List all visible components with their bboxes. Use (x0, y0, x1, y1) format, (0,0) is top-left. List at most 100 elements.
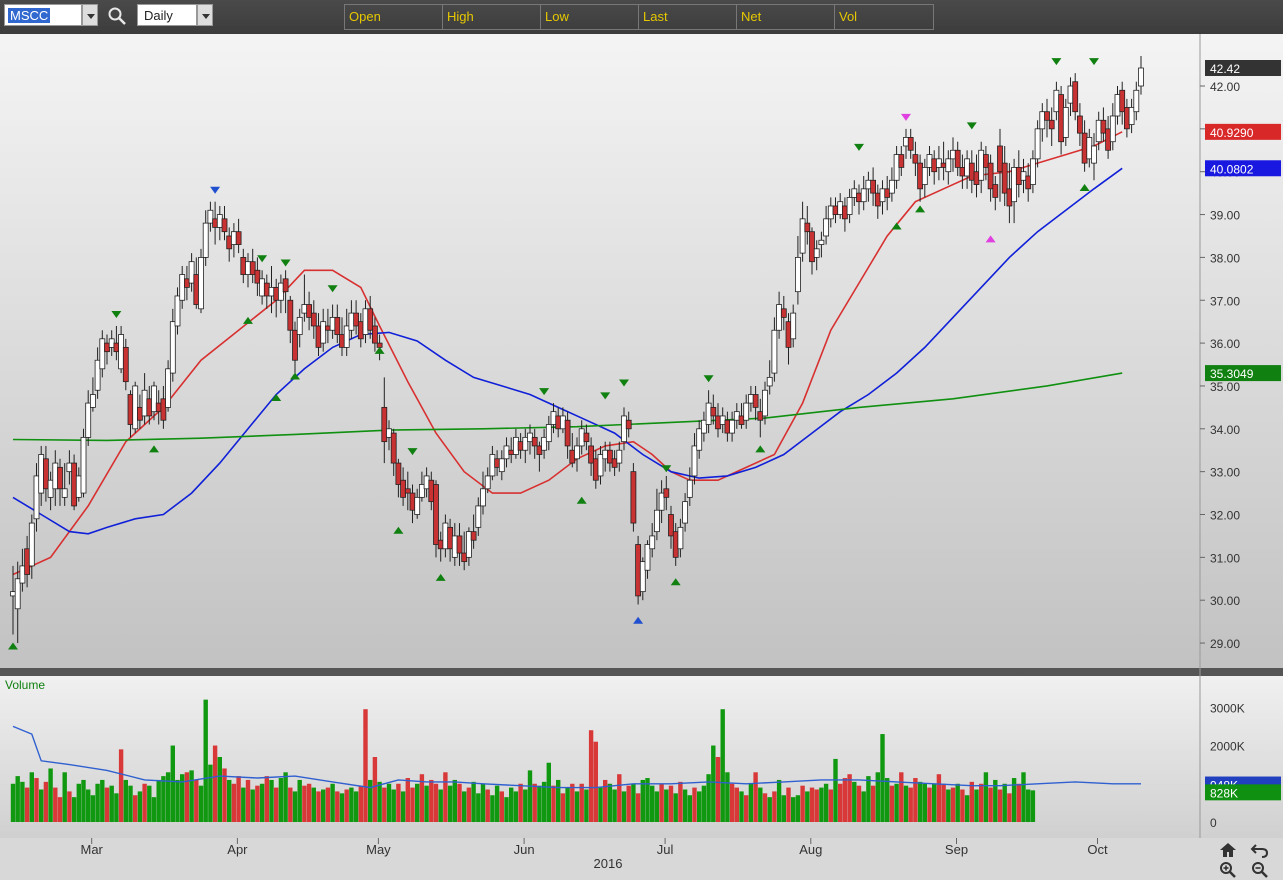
zoom-in-icon[interactable] (1218, 860, 1238, 880)
volume-title: Volume (5, 678, 45, 692)
candle-up (1128, 98, 1135, 134)
volume-bar (805, 791, 810, 822)
volume-bar (964, 795, 970, 822)
signal-marker-up (755, 445, 766, 453)
volume-bar (993, 779, 998, 822)
volume-bar (880, 734, 885, 822)
candle-down (870, 167, 876, 206)
volume-bar (532, 783, 537, 822)
candle-up (1030, 150, 1036, 194)
candle-body (865, 179, 872, 190)
volume-bar (1007, 793, 1012, 822)
volume-bar (607, 783, 613, 822)
candle-body (1030, 158, 1036, 185)
volume-bar (838, 783, 843, 822)
undo-icon[interactable] (1250, 840, 1270, 860)
volume-bar (189, 770, 194, 822)
ma-value-label-green-bg (1205, 365, 1281, 382)
candle-up (654, 488, 660, 541)
month-tick-label: Jul (657, 842, 674, 857)
period-dropdown-button[interactable] (197, 4, 213, 26)
period-select[interactable]: Daily (137, 4, 197, 26)
candle-up (771, 317, 778, 382)
candle-body (66, 462, 73, 473)
volume-bar (758, 787, 763, 822)
candle-up (846, 188, 853, 224)
volume-bar (15, 776, 20, 822)
candle-down (353, 300, 360, 335)
volume-tick-label: 2000K (1210, 740, 1245, 754)
candle-up (795, 235, 801, 305)
search-icon[interactable] (107, 6, 127, 26)
volume-bar (48, 768, 53, 822)
candle-body (296, 316, 303, 335)
candle-body (644, 544, 651, 571)
volume-bar (443, 772, 448, 822)
candle-body (621, 415, 627, 443)
candle-down (564, 411, 571, 459)
open-label: Open (345, 5, 443, 29)
candle-up (696, 420, 703, 459)
volume-bar (612, 789, 617, 822)
price-chart[interactable]: 29.00 30.00 31.00 32.00 33.00 34.00 35.00 36.00… (0, 34, 1283, 880)
candle-up (90, 377, 96, 412)
candle-down (122, 338, 129, 391)
signal-marker-down (407, 448, 418, 456)
volume-bar (744, 795, 749, 822)
candle-up (1091, 133, 1097, 181)
candle-body (907, 137, 914, 151)
symbol-dropdown-button[interactable] (82, 4, 98, 26)
price-tick-label: 32.00 (1210, 509, 1240, 523)
signal-marker-down (854, 143, 864, 151)
signal-marker-down (1051, 58, 1062, 66)
symbol-input[interactable]: MSCC (4, 4, 82, 26)
candle-body (240, 256, 247, 275)
volume-bar (833, 758, 838, 822)
candle-up (207, 201, 214, 232)
candle-body (1109, 115, 1116, 143)
candle-body (85, 402, 92, 438)
panel-divider[interactable] (0, 668, 1283, 676)
candle-body (423, 475, 430, 490)
volume-bar (988, 787, 993, 822)
candle-body (118, 334, 124, 370)
candle-body (917, 162, 923, 190)
candle-body (856, 192, 862, 203)
volume-bar (847, 774, 852, 822)
candle-body (738, 415, 745, 425)
candle-up (296, 308, 303, 348)
candle-body (61, 488, 68, 498)
volume-bar (635, 793, 641, 822)
candle-body (1081, 132, 1088, 164)
signal-marker-up (243, 316, 253, 324)
candle-body (57, 466, 63, 490)
candle-up (644, 540, 651, 579)
volume-bar (720, 709, 725, 822)
candle-up (1034, 120, 1041, 168)
candle-down (1072, 73, 1079, 121)
candle-down (282, 270, 289, 314)
volume-bar (527, 770, 533, 822)
candle-up (823, 205, 829, 245)
volume-bar (250, 789, 255, 822)
candle-body (418, 484, 425, 498)
volume-bar (903, 785, 909, 822)
candle-body (400, 479, 407, 498)
candle-down (987, 154, 994, 202)
home-icon[interactable] (1218, 840, 1238, 860)
candle-up (80, 428, 87, 498)
candle-body (1119, 89, 1126, 113)
candle-body (1128, 107, 1135, 125)
signal-marker-up (915, 205, 926, 213)
volume-bar (476, 793, 481, 822)
volume-bar (697, 791, 702, 822)
volume-bar (908, 787, 913, 822)
volume-bar (640, 779, 645, 822)
signal-marker-up (8, 642, 18, 650)
candle-up (743, 394, 750, 429)
candle-body (560, 415, 566, 430)
volume-bar (809, 787, 815, 822)
zoom-out-icon[interactable] (1250, 860, 1270, 880)
volume-bar (217, 757, 222, 822)
volume-bar (579, 783, 584, 822)
